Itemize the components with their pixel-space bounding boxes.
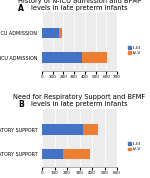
Text: B: B — [18, 100, 24, 109]
Bar — [42, 52, 82, 63]
Text: A: A — [18, 4, 24, 13]
Bar — [59, 28, 62, 38]
Title: Need for Respiratory Support and BFMF
levels in late preterm infants: Need for Respiratory Support and BFMF le… — [14, 94, 146, 107]
Bar — [42, 124, 83, 135]
Bar — [42, 28, 59, 38]
Legend: II-III, IV-V: II-III, IV-V — [128, 142, 141, 151]
Bar — [42, 149, 63, 159]
Legend: II-III, IV-V: II-III, IV-V — [128, 46, 141, 55]
Bar — [83, 124, 98, 135]
Title: History of N-ICU admission and BFMF
levels in late preterm infants: History of N-ICU admission and BFMF leve… — [18, 0, 141, 11]
Bar — [82, 52, 107, 63]
Bar — [63, 149, 90, 159]
